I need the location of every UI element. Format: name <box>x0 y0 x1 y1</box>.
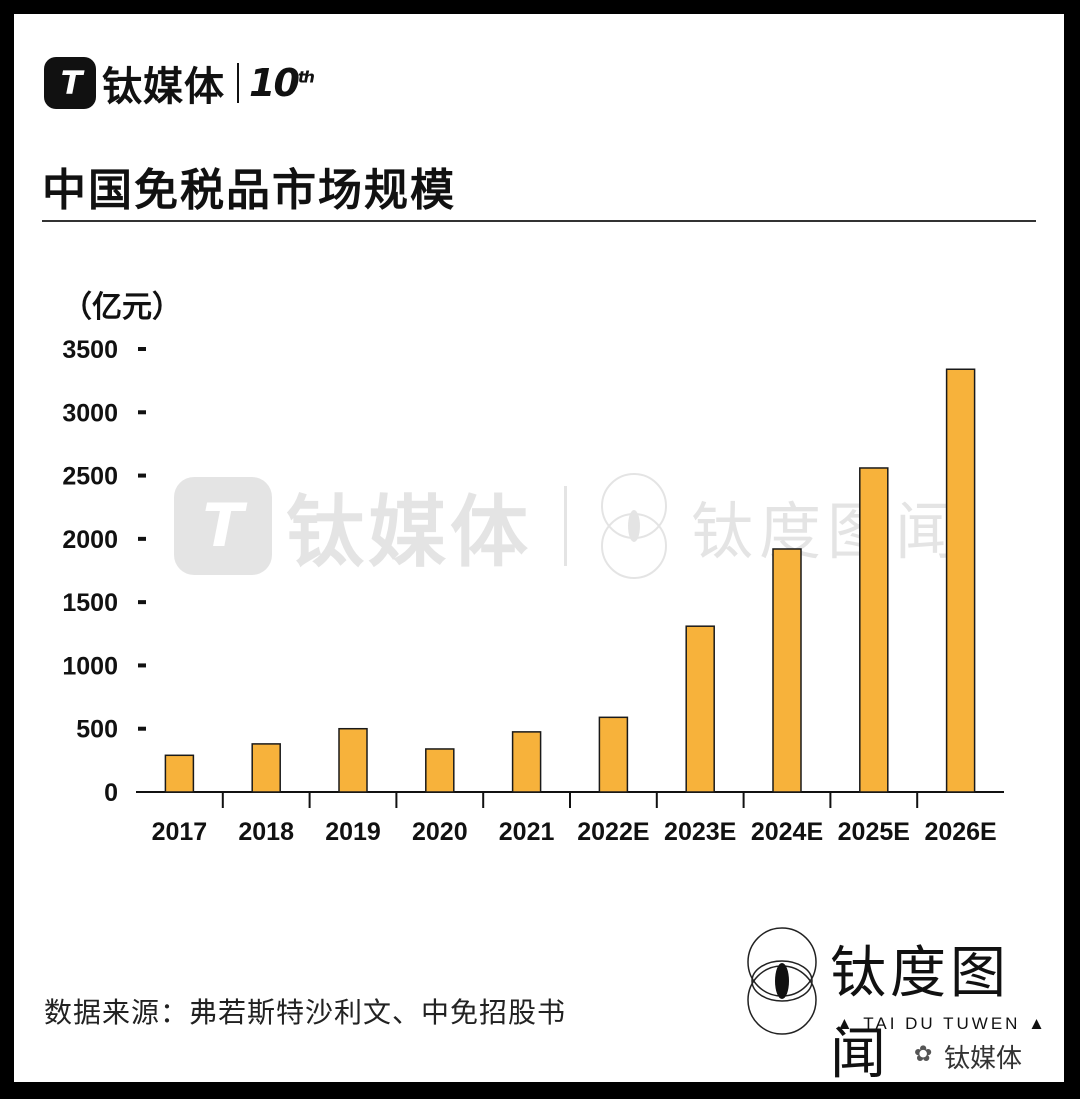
wechat-account-name: 钛媒体 <box>944 1044 1023 1074</box>
y-axis-unit: （亿元） <box>62 290 182 325</box>
x-tick-label: 2026E <box>924 818 996 846</box>
y-tick-label: 1500 <box>62 589 118 617</box>
x-tick-label: 2018 <box>238 818 294 846</box>
x-tick-label: 2024E <box>751 818 823 846</box>
bar-2022E <box>598 716 629 793</box>
wechat-icon: ✿ <box>914 1042 933 1067</box>
bar-2018 <box>251 743 281 793</box>
x-tick-label: 2017 <box>152 818 208 846</box>
y-tick-label: 2500 <box>62 463 118 491</box>
bar-2017 <box>164 754 195 793</box>
chart-card: T 钛媒体 10th 中国免税品市场规模 T 钛媒体 钛度图闻 （亿元） 0 50… <box>14 14 1064 1087</box>
bar-2024E <box>772 548 802 793</box>
y-tick-mark <box>138 663 146 668</box>
logo-anniversary: 10th <box>249 61 315 105</box>
bar-2023E <box>685 625 715 793</box>
logo-name: 钛媒体 <box>102 64 225 110</box>
x-tick-label: 2019 <box>325 818 381 846</box>
y-tick-label: 1000 <box>62 652 118 680</box>
bar-chart: 0 500 1000 1500 2000 2500 3000 3500 2017 2018 2019… <box>62 336 1004 846</box>
background-watermark: T 钛媒体 钛度图闻 <box>174 470 963 582</box>
y-tick-mark <box>138 473 146 478</box>
y-tick-label: 0 <box>104 779 118 807</box>
x-tick-label: 2023E <box>664 818 736 846</box>
watermark-eye-icon <box>601 473 668 579</box>
y-tick-mark <box>138 536 146 541</box>
x-tick-label: 2020 <box>412 818 468 846</box>
watermark-brand: 钛度图闻 <box>691 495 964 568</box>
bar-2026E <box>945 368 976 793</box>
x-tick-label: 2022E <box>577 818 649 846</box>
logo-ten-number: 10 <box>249 61 300 105</box>
x-tick-label: 2021 <box>499 818 555 846</box>
bar-2025E <box>859 467 889 793</box>
bar-2020 <box>425 748 455 793</box>
logo-th-suffix: th <box>297 67 315 87</box>
source-note: 数据来源：弗若斯特沙利文、中免招股书 <box>44 996 567 1029</box>
brand-subtitle: ▲ TAI DU TUWEN ▲ <box>836 1014 1048 1033</box>
watermark-name: 钛媒体 <box>286 488 533 578</box>
brand-eye-icon <box>747 927 817 1035</box>
watermark-divider <box>564 486 568 566</box>
y-tick-label: 3000 <box>62 399 118 427</box>
logo-badge-icon: T <box>44 57 96 109</box>
y-tick-mark <box>138 600 146 605</box>
y-tick-mark <box>138 410 146 415</box>
brand-block: 钛度图闻 ▲ TAI DU TUWEN ▲ <box>740 926 1060 1087</box>
y-tick-label: 500 <box>76 716 118 744</box>
y-tick-mark <box>138 347 146 351</box>
watermark-badge-icon: T <box>174 477 272 575</box>
y-tick-mark <box>138 726 146 731</box>
bar-2021 <box>511 731 542 793</box>
title-divider <box>42 220 1036 222</box>
y-tick-label: 2000 <box>62 526 118 554</box>
y-tick-label: 3500 <box>62 336 118 364</box>
logo-divider <box>237 63 239 103</box>
x-tick-label: 2025E <box>838 818 910 846</box>
bar-2019 <box>338 727 368 793</box>
logo: T 钛媒体 10th <box>44 54 315 112</box>
brand-name: 钛度图闻 <box>830 941 1010 1087</box>
chart-title: 中国免税品市场规模 <box>42 165 456 216</box>
